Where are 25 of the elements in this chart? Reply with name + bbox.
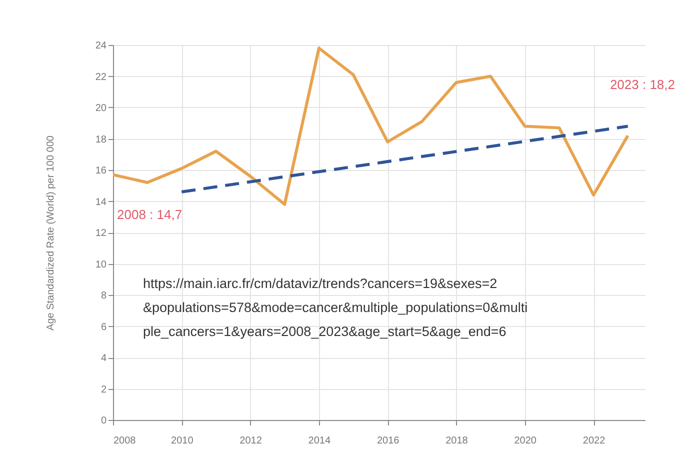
x-tick-label: 2016 [376, 436, 400, 446]
y-tick-label: 16 [95, 166, 107, 176]
y-tick-label: 10 [95, 259, 107, 270]
x-tick-label: 2008 [114, 436, 136, 446]
x-tick-label: 2014 [308, 436, 331, 446]
annotation: 2023 : 18,2 [610, 77, 675, 92]
x-tick-label: 2018 [446, 436, 468, 446]
y-tick-label: 0 [100, 416, 107, 426]
y-tick-label: 8 [100, 290, 107, 302]
y-tick-label: 4 [100, 353, 107, 364]
x-tick-label: 2022 [582, 436, 606, 446]
annotation: 2008 : 14,7 [117, 207, 182, 222]
y-tick-label: 6 [100, 322, 107, 333]
y-tick-label: 24 [95, 40, 107, 52]
y-tick-label: 20 [95, 103, 107, 114]
x-tick-label: 2010 [171, 436, 194, 446]
annotation: https://main.iarc.fr/cm/dataviz/trends?cancers=19&sexes=2&populations=578&mode=cancer&multiple_populations=0&multiple_cancers=1&years=2008_2023&age_start=5&age_end=6 [143, 276, 528, 339]
y-tick-label: 22 [95, 72, 107, 83]
x-tick-label: 2020 [514, 436, 537, 446]
y-tick-label: 18 [95, 134, 107, 146]
y-tick-label: 14 [95, 196, 107, 208]
y-axis-title: Age Standardized Rate (World) per 100 000 [45, 135, 56, 330]
y-tick-label: 2 [100, 384, 107, 396]
x-tick-label: 2012 [240, 436, 262, 446]
y-tick-label: 12 [95, 228, 107, 239]
